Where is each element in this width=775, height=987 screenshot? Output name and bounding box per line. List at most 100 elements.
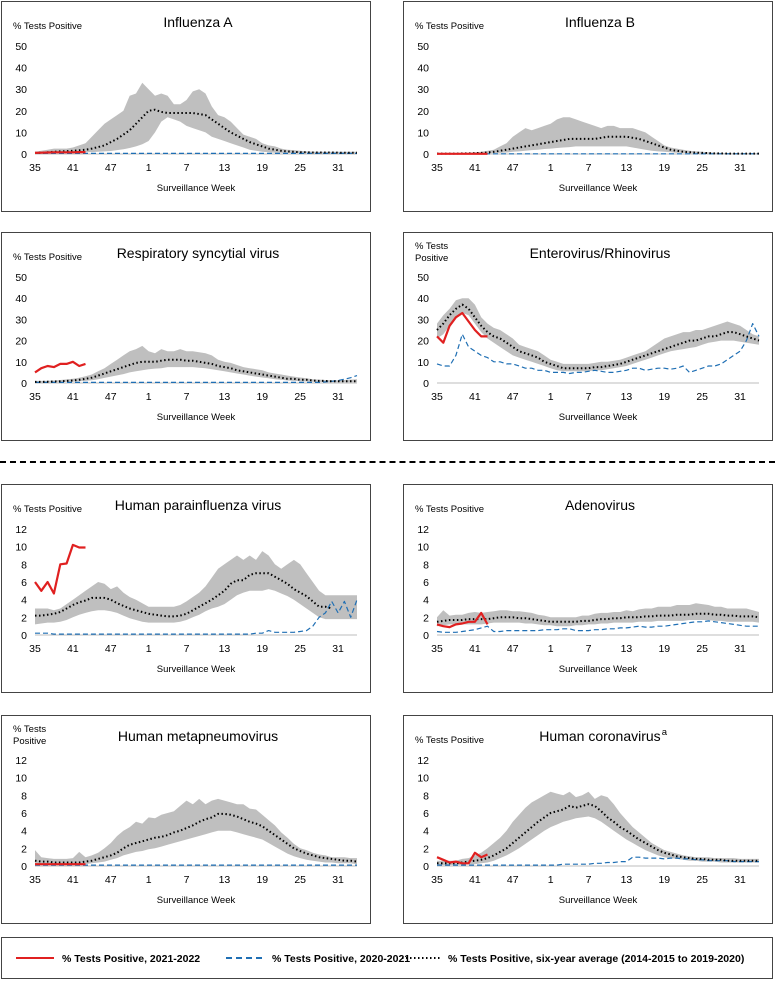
historical-range-band — [437, 298, 759, 372]
x-tick-label: 7 — [586, 874, 592, 886]
x-axis-label: Surveillance Week — [559, 664, 638, 675]
historical-range-band — [437, 117, 759, 154]
historical-range-band — [437, 791, 759, 866]
y-tick-label: 10 — [15, 357, 27, 369]
x-tick-label: 41 — [67, 874, 79, 886]
x-tick-label: 35 — [431, 874, 443, 886]
x-tick-label: 25 — [294, 162, 306, 174]
y-tick-label: 4 — [21, 826, 27, 838]
x-tick-label: 19 — [256, 874, 268, 886]
x-tick-label: 35 — [29, 643, 41, 655]
y-tick-label: 12 — [417, 755, 429, 767]
x-tick-label: 47 — [507, 162, 519, 174]
x-tick-label: 13 — [219, 162, 231, 174]
y-tick-label: 50 — [15, 41, 27, 53]
x-axis-label: Surveillance Week — [559, 895, 638, 906]
y-tick-label: 4 — [21, 595, 27, 607]
x-tick-label: 47 — [105, 162, 117, 174]
x-tick-label: 25 — [294, 391, 306, 403]
x-tick-label: 19 — [256, 162, 268, 174]
x-tick-label: 31 — [734, 874, 746, 886]
series-line-average — [34, 812, 358, 864]
x-tick-label: 41 — [67, 162, 79, 174]
x-tick-label: 13 — [621, 162, 633, 174]
y-tick-label: 10 — [417, 773, 429, 785]
y-tick-label: 2 — [423, 612, 429, 624]
y-tick-label: 0 — [423, 630, 429, 642]
x-tick-label: 1 — [548, 643, 554, 655]
y-tick-label: 40 — [15, 293, 27, 305]
y-tick-label: 30 — [15, 84, 27, 96]
y-tick-label: 20 — [15, 336, 27, 348]
y-axis-label: Positive — [415, 253, 448, 264]
y-tick-label: 12 — [417, 524, 429, 536]
x-tick-label: 35 — [431, 391, 443, 403]
x-tick-label: 35 — [431, 643, 443, 655]
series-line-prior — [437, 856, 759, 866]
chart-title: Human metapneumovirus — [118, 728, 278, 744]
y-tick-label: 8 — [423, 559, 429, 571]
x-tick-label: 31 — [734, 162, 746, 174]
chart-title: Human parainfluenza virus — [115, 497, 282, 513]
x-tick-label: 31 — [332, 391, 344, 403]
y-tick-label: 40 — [417, 63, 429, 75]
x-tick-label: 25 — [696, 874, 708, 886]
series-line-current — [34, 360, 86, 374]
y-tick-label: 0 — [21, 861, 27, 873]
x-tick-label: 41 — [469, 391, 481, 403]
series-line-current — [34, 151, 86, 154]
x-tick-label: 1 — [548, 162, 554, 174]
x-tick-label: 35 — [29, 162, 41, 174]
chart-panel-coronavirus: Human coronavirus a % Tests Positive 0 2 4 6 8 1… — [403, 715, 773, 924]
y-tick-label: 0 — [21, 149, 27, 161]
x-tick-label: 47 — [105, 391, 117, 403]
y-tick-label: 50 — [417, 41, 429, 53]
series-line-current — [436, 851, 488, 865]
chart-svg: Human coronavirus a % Tests Positive 0 2 4 6 8 1… — [415, 727, 759, 906]
x-tick-label: 1 — [548, 391, 554, 403]
y-axis-label: % Tests — [13, 724, 46, 735]
x-tick-label: 47 — [507, 391, 519, 403]
y-tick-label: 20 — [417, 106, 429, 118]
y-tick-label: 6 — [21, 808, 27, 820]
x-tick-label: 13 — [219, 874, 231, 886]
y-axis-label: % Tests Positive — [13, 21, 82, 32]
x-tick-label: 7 — [184, 391, 190, 403]
series-line-current — [436, 311, 488, 344]
chart-panel-enterovirus-rhinovirus: Enterovirus/Rhinovirus % Tests Positive 0 10… — [403, 232, 773, 441]
y-tick-label: 10 — [15, 127, 27, 139]
chart-panel-adenovirus: Adenovirus % Tests Positive 0 2 4 6 8 10 12 35 41 4… — [403, 484, 773, 693]
section-divider — [0, 461, 775, 463]
chart-title: Enterovirus/Rhinovirus — [530, 245, 671, 261]
x-tick-label: 1 — [146, 162, 152, 174]
x-tick-label: 19 — [256, 643, 268, 655]
historical-range-band — [35, 551, 357, 625]
y-tick-label: 6 — [21, 577, 27, 589]
y-tick-label: 0 — [423, 149, 429, 161]
y-tick-label: 2 — [21, 612, 27, 624]
x-tick-label: 31 — [332, 874, 344, 886]
x-axis-label: Surveillance Week — [157, 664, 236, 675]
y-tick-label: 10 — [417, 542, 429, 554]
x-tick-label: 7 — [586, 162, 592, 174]
chart-legend: % Tests Positive, 2021-2022 % Tests Posit… — [1, 937, 773, 979]
x-tick-label: 35 — [29, 874, 41, 886]
x-tick-label: 7 — [184, 874, 190, 886]
y-tick-label: 20 — [15, 106, 27, 118]
historical-range-band — [437, 603, 759, 627]
y-tick-label: 8 — [21, 559, 27, 571]
x-tick-label: 13 — [219, 391, 231, 403]
chart-title: Influenza A — [163, 14, 233, 30]
y-tick-label: 40 — [417, 293, 429, 305]
x-tick-label: 35 — [431, 162, 443, 174]
chart-panel-influenza-a: Influenza A % Tests Positive 0 10 20 30 40 50 35… — [1, 1, 371, 212]
x-tick-label: 7 — [184, 643, 190, 655]
y-tick-label: 0 — [423, 861, 429, 873]
y-tick-label: 8 — [21, 790, 27, 802]
series-line-current — [34, 543, 86, 595]
y-tick-label: 8 — [423, 790, 429, 802]
x-axis-label: Surveillance Week — [559, 183, 638, 194]
x-tick-label: 19 — [658, 874, 670, 886]
